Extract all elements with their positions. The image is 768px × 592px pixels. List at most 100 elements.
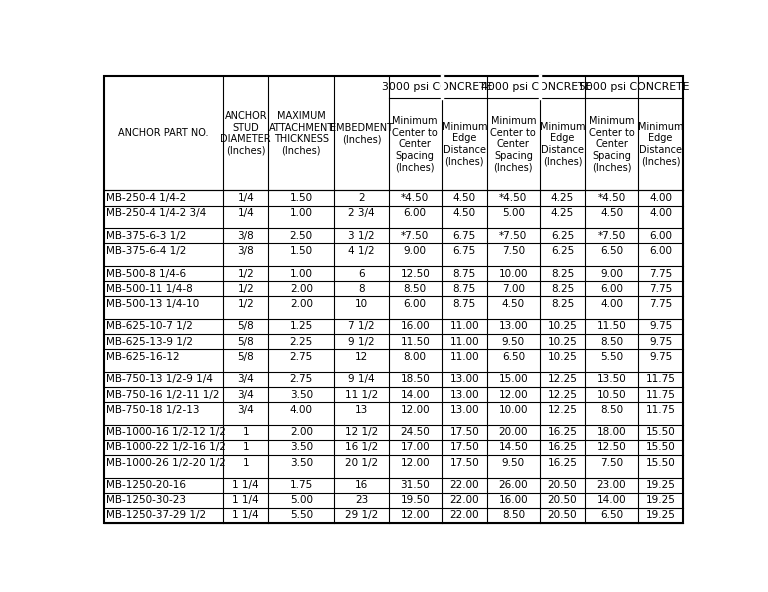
Text: 15.50: 15.50	[646, 427, 676, 437]
Text: 14.50: 14.50	[498, 442, 528, 452]
Text: *4.50: *4.50	[401, 193, 429, 203]
Text: EMBEDMENT
(Inches): EMBEDMENT (Inches)	[330, 123, 393, 144]
Text: 6.25: 6.25	[551, 246, 574, 256]
Text: 7.75: 7.75	[649, 269, 672, 279]
Text: 8.75: 8.75	[452, 269, 476, 279]
Text: 15.50: 15.50	[646, 458, 676, 468]
Text: 2.75: 2.75	[290, 352, 313, 362]
Text: 6.75: 6.75	[452, 246, 476, 256]
Text: 1/2: 1/2	[237, 269, 254, 279]
Text: 17.50: 17.50	[449, 442, 479, 452]
Text: 16.00: 16.00	[498, 496, 528, 506]
Text: 1.50: 1.50	[290, 193, 313, 203]
Text: 12.00: 12.00	[400, 458, 430, 468]
Text: 2.75: 2.75	[290, 374, 313, 384]
Text: 1/4: 1/4	[237, 193, 254, 203]
Text: 16.00: 16.00	[400, 321, 430, 332]
Text: 3 1/2: 3 1/2	[348, 231, 375, 241]
Text: 18.50: 18.50	[400, 374, 430, 384]
Text: 4000 psi CONCRETE: 4000 psi CONCRETE	[481, 82, 591, 92]
Text: 13.00: 13.00	[449, 404, 479, 414]
Text: 1/4: 1/4	[237, 208, 254, 218]
Text: 1.50: 1.50	[290, 246, 313, 256]
Text: 5.50: 5.50	[290, 510, 313, 520]
Text: *7.50: *7.50	[598, 231, 626, 241]
Text: MB-1000-16 1/2-12 1/2: MB-1000-16 1/2-12 1/2	[107, 427, 227, 437]
Text: 13.50: 13.50	[597, 374, 627, 384]
Text: 4 1/2: 4 1/2	[348, 246, 375, 256]
Text: 10.25: 10.25	[548, 337, 578, 346]
Text: Minimum
Center to
Center
Spacing
(Inches): Minimum Center to Center Spacing (Inches…	[491, 116, 536, 172]
Text: MB-250-4 1/4-2: MB-250-4 1/4-2	[107, 193, 187, 203]
Text: 3.50: 3.50	[290, 458, 313, 468]
Text: 9.75: 9.75	[649, 337, 672, 346]
Text: 4.25: 4.25	[551, 193, 574, 203]
Text: 5000 psi CONCRETE: 5000 psi CONCRETE	[579, 82, 690, 92]
Text: 20.50: 20.50	[548, 496, 578, 506]
Text: 5.00: 5.00	[290, 496, 313, 506]
Text: 1: 1	[243, 458, 249, 468]
Text: 1 1/4: 1 1/4	[233, 496, 259, 506]
Text: 12.00: 12.00	[400, 510, 430, 520]
Text: Minimum
Edge
Distance
(Inches): Minimum Edge Distance (Inches)	[442, 122, 487, 166]
Text: 4.00: 4.00	[649, 208, 672, 218]
Text: 13.00: 13.00	[449, 374, 479, 384]
Text: 13: 13	[355, 404, 368, 414]
Text: 2: 2	[358, 193, 365, 203]
Text: 6.00: 6.00	[649, 246, 672, 256]
Text: 19.25: 19.25	[646, 496, 676, 506]
Text: 23.00: 23.00	[597, 480, 627, 490]
Text: MB-375-6-4 1/2: MB-375-6-4 1/2	[107, 246, 187, 256]
Text: 1: 1	[243, 427, 249, 437]
Text: 11 1/2: 11 1/2	[345, 390, 378, 400]
Text: 11.50: 11.50	[400, 337, 430, 346]
Text: 29 1/2: 29 1/2	[345, 510, 378, 520]
Text: *4.50: *4.50	[598, 193, 626, 203]
Text: ANCHOR
STUD
DIAMETER
(Inches): ANCHOR STUD DIAMETER (Inches)	[220, 111, 271, 156]
Text: 16.25: 16.25	[548, 458, 578, 468]
Text: 7.75: 7.75	[649, 284, 672, 294]
Text: 10.00: 10.00	[498, 269, 528, 279]
Text: 8.50: 8.50	[502, 510, 525, 520]
Text: 3/4: 3/4	[237, 390, 254, 400]
Text: 6: 6	[358, 269, 365, 279]
Text: 12.25: 12.25	[548, 374, 578, 384]
Text: 8.00: 8.00	[404, 352, 427, 362]
Text: 9 1/4: 9 1/4	[348, 374, 375, 384]
Text: 17.50: 17.50	[449, 427, 479, 437]
Text: 8.25: 8.25	[551, 299, 574, 309]
Text: 6.75: 6.75	[452, 231, 476, 241]
Text: 1: 1	[243, 442, 249, 452]
Text: MB-500-8 1/4-6: MB-500-8 1/4-6	[107, 269, 187, 279]
Text: 5/8: 5/8	[237, 321, 254, 332]
Text: 4.25: 4.25	[551, 208, 574, 218]
Text: MB-1250-30-23: MB-1250-30-23	[107, 496, 187, 506]
Text: MB-750-13 1/2-9 1/4: MB-750-13 1/2-9 1/4	[107, 374, 214, 384]
Text: 17.00: 17.00	[400, 442, 430, 452]
Text: 2.25: 2.25	[290, 337, 313, 346]
Text: 8.25: 8.25	[551, 284, 574, 294]
Text: 1/2: 1/2	[237, 299, 254, 309]
Text: 11.50: 11.50	[597, 321, 627, 332]
Text: 15.50: 15.50	[646, 442, 676, 452]
Text: 6.50: 6.50	[502, 352, 525, 362]
Text: 16 1/2: 16 1/2	[345, 442, 378, 452]
Text: 12 1/2: 12 1/2	[345, 427, 378, 437]
Text: 8.50: 8.50	[600, 337, 623, 346]
Text: 6.00: 6.00	[649, 231, 672, 241]
Text: 15.00: 15.00	[498, 374, 528, 384]
Text: 6.00: 6.00	[600, 284, 623, 294]
Text: 4.00: 4.00	[649, 193, 672, 203]
Text: 2.00: 2.00	[290, 284, 313, 294]
Text: MB-750-18 1/2-13: MB-750-18 1/2-13	[107, 404, 200, 414]
Text: 6.00: 6.00	[404, 299, 427, 309]
Text: MB-1000-26 1/2-20 1/2: MB-1000-26 1/2-20 1/2	[107, 458, 226, 468]
Text: 12.00: 12.00	[400, 404, 430, 414]
Text: 5/8: 5/8	[237, 352, 254, 362]
Text: 3/4: 3/4	[237, 374, 254, 384]
Text: 3.50: 3.50	[290, 390, 313, 400]
Text: MB-375-6-3 1/2: MB-375-6-3 1/2	[107, 231, 187, 241]
Text: 8: 8	[358, 284, 365, 294]
Text: 1/2: 1/2	[237, 284, 254, 294]
Text: 14.00: 14.00	[400, 390, 430, 400]
